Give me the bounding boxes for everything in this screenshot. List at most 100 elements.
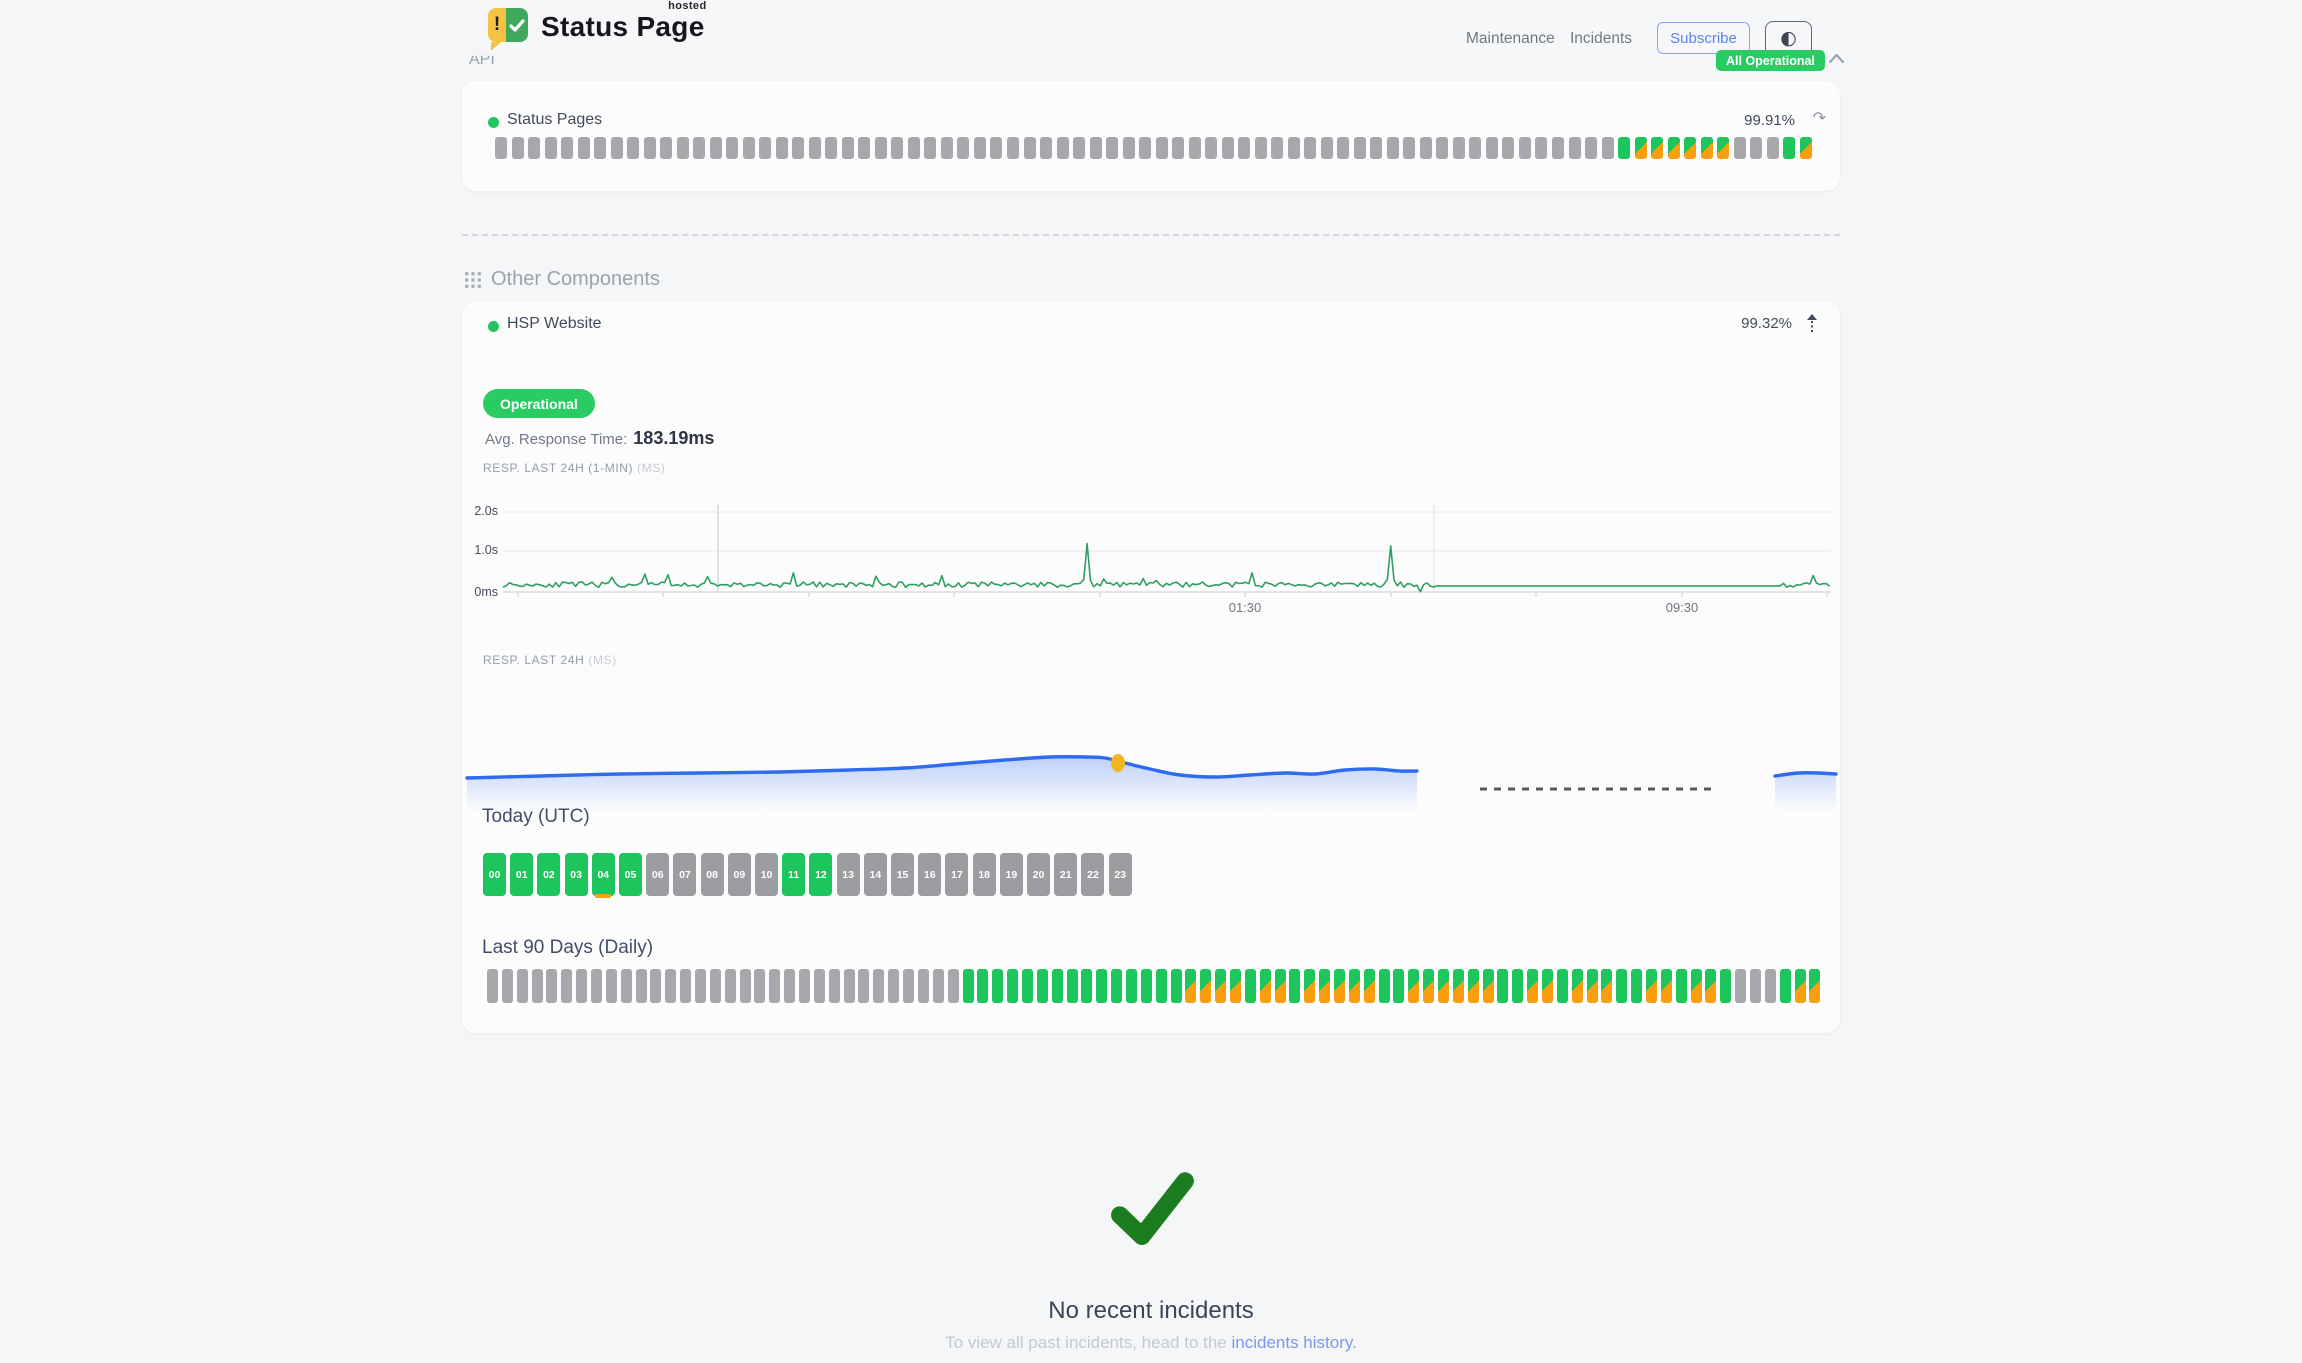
uptime-bar[interactable] (742, 137, 755, 159)
hour-block-09[interactable]: 09 (727, 853, 751, 896)
uptime-bar[interactable] (784, 969, 796, 1003)
subscribe-button[interactable]: Subscribe (1657, 22, 1750, 54)
uptime-bar[interactable] (605, 969, 617, 1003)
uptime-bar[interactable] (1155, 969, 1167, 1003)
uptime-bar[interactable] (1393, 969, 1405, 1003)
hour-block-22[interactable]: 22 (1081, 853, 1105, 896)
uptime-bar[interactable] (1089, 137, 1102, 159)
uptime-bar[interactable] (828, 969, 840, 1003)
uptime-bar[interactable] (1552, 137, 1564, 159)
uptime-bar[interactable] (627, 137, 640, 159)
uptime-bar[interactable] (1452, 137, 1465, 159)
uptime-bar[interactable] (1111, 969, 1123, 1003)
uptime-bar[interactable] (1036, 969, 1048, 1003)
hour-block-05[interactable]: 05 (619, 853, 643, 896)
hour-block-15[interactable]: 15 (891, 853, 915, 896)
uptime-bar[interactable] (1750, 137, 1763, 159)
uptime-bar[interactable] (1542, 969, 1554, 1003)
uptime-bar[interactable] (825, 137, 838, 159)
uptime-bar[interactable] (1518, 137, 1531, 159)
uptime-bar[interactable] (1333, 969, 1345, 1003)
uptime-bar[interactable] (1215, 969, 1227, 1003)
uptime-bar[interactable] (977, 969, 989, 1003)
uptime-bar[interactable] (676, 137, 689, 159)
uptime-bar[interactable] (1370, 137, 1383, 159)
uptime-bar[interactable] (1170, 969, 1182, 1003)
uptime-bar[interactable] (1238, 137, 1251, 159)
uptime-bar[interactable] (1809, 969, 1821, 1003)
uptime-bar[interactable] (1618, 137, 1631, 159)
uptime-bar[interactable] (1066, 969, 1078, 1003)
uptime-bar[interactable] (1799, 137, 1812, 159)
uptime-bar[interactable] (813, 969, 825, 1003)
uptime-bar[interactable] (917, 969, 929, 1003)
hour-block-13[interactable]: 13 (836, 853, 860, 896)
uptime-bar[interactable] (924, 137, 937, 159)
uptime-bar[interactable] (739, 969, 751, 1003)
hour-block-01[interactable]: 01 (510, 853, 534, 896)
uptime-bar[interactable] (1733, 137, 1746, 159)
uptime-bar[interactable] (940, 137, 953, 159)
hour-block-06[interactable]: 06 (646, 853, 670, 896)
uptime-bar[interactable] (1482, 969, 1494, 1003)
uptime-bar[interactable] (1794, 969, 1806, 1003)
uptime-bar[interactable] (1106, 137, 1119, 159)
uptime-bar[interactable] (858, 969, 870, 1003)
uptime-bar[interactable] (932, 969, 944, 1003)
uptime-bar[interactable] (577, 137, 590, 159)
uptime-bar[interactable] (1051, 969, 1063, 1003)
uptime-bar[interactable] (1353, 137, 1366, 159)
uptime-bar[interactable] (1634, 137, 1647, 159)
uptime-bar[interactable] (1700, 137, 1713, 159)
uptime-bar[interactable] (903, 969, 915, 1003)
uptime-bar[interactable] (843, 969, 855, 1003)
uptime-bar[interactable] (1436, 137, 1449, 159)
uptime-bar[interactable] (775, 137, 788, 159)
uptime-bar[interactable] (1717, 137, 1730, 159)
uptime-bar[interactable] (1408, 969, 1420, 1003)
uptime-bar[interactable] (528, 137, 541, 159)
uptime-bar[interactable] (1750, 969, 1762, 1003)
uptime-bar[interactable] (1419, 137, 1432, 159)
uptime-bar[interactable] (1271, 137, 1284, 159)
uptime-bar[interactable] (1006, 137, 1019, 159)
uptime-bar[interactable] (1007, 969, 1019, 1003)
uptime-bar[interactable] (1403, 137, 1416, 159)
uptime-bar[interactable] (1363, 969, 1375, 1003)
uptime-bar[interactable] (1675, 969, 1687, 1003)
hour-block-23[interactable]: 23 (1108, 853, 1132, 896)
uptime-bar[interactable] (709, 137, 722, 159)
uptime-bar[interactable] (1423, 969, 1435, 1003)
uptime-bar[interactable] (1646, 969, 1658, 1003)
uptime-bar[interactable] (1779, 969, 1791, 1003)
uptime-bar[interactable] (1348, 969, 1360, 1003)
uptime-bar[interactable] (873, 969, 885, 1003)
uptime-bar[interactable] (799, 969, 811, 1003)
uptime-bar[interactable] (1320, 137, 1333, 159)
uptime-bar[interactable] (1081, 969, 1093, 1003)
uptime-bar[interactable] (620, 969, 632, 1003)
uptime-bar[interactable] (888, 969, 900, 1003)
hour-block-00[interactable]: 00 (483, 853, 506, 896)
hour-block-02[interactable]: 02 (537, 853, 561, 896)
incidents-history-link[interactable]: incidents history. (1231, 1333, 1357, 1352)
uptime-bar[interactable] (610, 137, 623, 159)
uptime-bar[interactable] (693, 137, 706, 159)
uptime-bar[interactable] (1705, 969, 1717, 1003)
uptime-bar[interactable] (1254, 137, 1267, 159)
hour-block-07[interactable]: 07 (673, 853, 697, 896)
uptime-bar[interactable] (561, 137, 574, 159)
uptime-bar[interactable] (1556, 969, 1568, 1003)
uptime-bar[interactable] (1040, 137, 1053, 159)
uptime-bar[interactable] (962, 969, 974, 1003)
uptime-bar[interactable] (792, 137, 805, 159)
hour-block-10[interactable]: 10 (755, 853, 779, 896)
uptime-bar[interactable] (726, 137, 739, 159)
uptime-bar[interactable] (1304, 969, 1316, 1003)
uptime-bar[interactable] (1096, 969, 1108, 1003)
uptime-bar[interactable] (1319, 969, 1331, 1003)
uptime-bar[interactable] (665, 969, 677, 1003)
uptime-bar[interactable] (1205, 137, 1218, 159)
uptime-bar[interactable] (808, 137, 821, 159)
uptime-bar[interactable] (874, 137, 887, 159)
